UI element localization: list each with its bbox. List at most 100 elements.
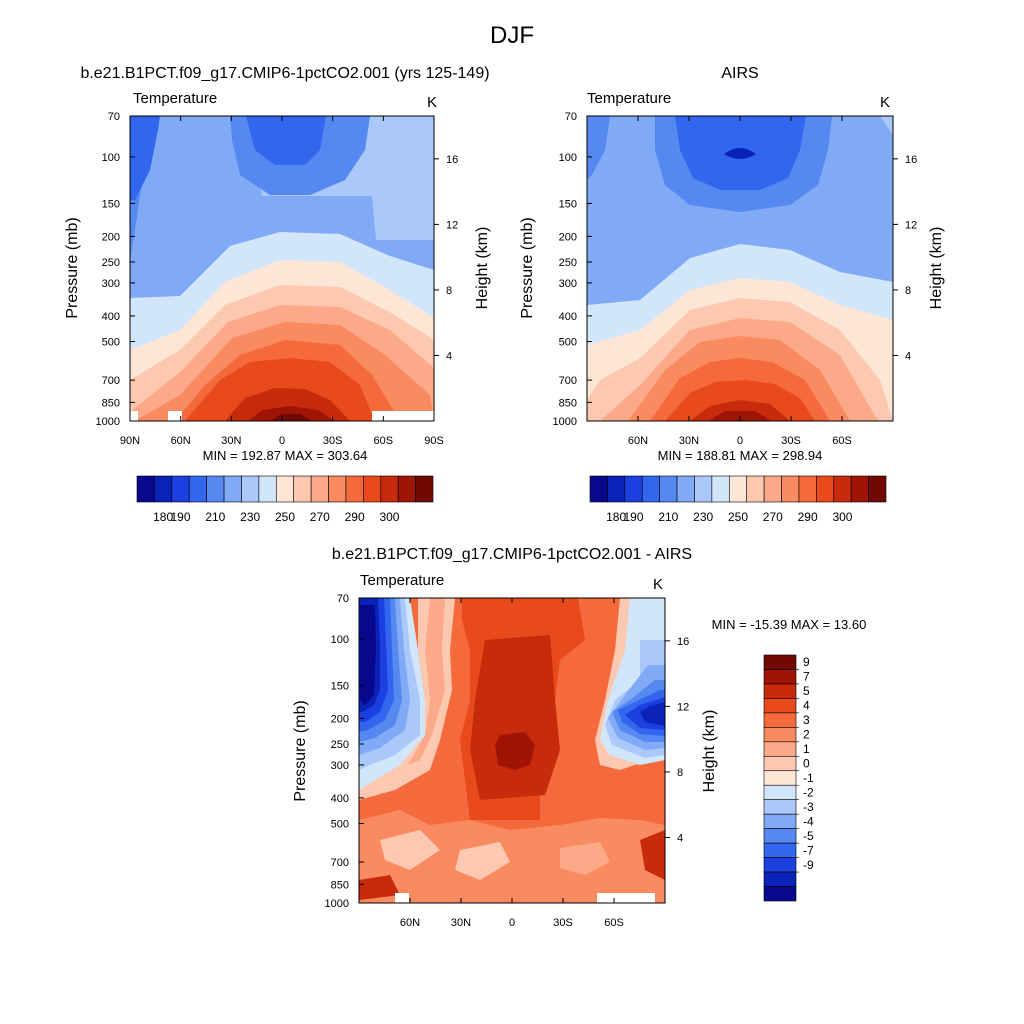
y-right-axis-label: Height (km) <box>701 710 718 793</box>
y-right-tick-label: 8 <box>677 767 683 779</box>
y-tick-label: 1000 <box>553 416 577 428</box>
y-tick-label: 500 <box>559 337 577 349</box>
y-tick-label: 200 <box>559 231 577 243</box>
colorbar-label: 7 <box>803 670 810 684</box>
y-tick-label: 250 <box>331 739 349 751</box>
y-tick-label: 70 <box>108 111 120 123</box>
colorbar-swatch <box>310 475 329 503</box>
axes: 70 100 150 200 250 300 400 500 700 850 1000 16 12 8 4 9… <box>96 111 459 447</box>
colorbar-label: 0 <box>803 757 810 771</box>
colorbar-swatch <box>711 475 730 503</box>
colorbar-label: 210 <box>658 510 678 524</box>
colorbar-swatch <box>763 741 797 757</box>
colorbar-swatch <box>763 727 797 743</box>
colorbar-label: 5 <box>803 684 810 698</box>
y-tick-label: 70 <box>565 111 577 123</box>
y-axis-label: Pressure (mb) <box>519 217 536 318</box>
y-tick-label: 700 <box>331 857 349 869</box>
colorbar-label: 300 <box>832 510 852 524</box>
x-tick-label: 30N <box>451 917 471 929</box>
colorbar-swatch <box>868 475 887 503</box>
y-tick-label: 1000 <box>96 416 120 428</box>
colorbar-label: -4 <box>803 814 814 828</box>
colorbar-label: -1 <box>803 771 814 785</box>
y-tick-label: 200 <box>331 713 349 725</box>
axes: 70 100 150 200 250 300 400 500 700 850 1000 16 12 8 4 6… <box>553 111 918 447</box>
colorbar-label: 290 <box>798 510 818 524</box>
y-tick-label: 1000 <box>325 898 349 910</box>
colorbar-swatch <box>223 475 242 503</box>
min-max-text: MIN = 188.81 MAX = 298.94 <box>658 448 823 463</box>
units-label: K <box>653 576 663 593</box>
figure-title: DJF <box>490 22 534 49</box>
y-right-tick-label: 4 <box>677 832 683 844</box>
y-tick-label: 850 <box>559 397 577 409</box>
colorbar-swatch <box>275 475 295 503</box>
x-tick-label: 0 <box>509 917 515 929</box>
min-max-text: MIN = 192.87 MAX = 303.64 <box>203 448 368 463</box>
contour-field <box>359 598 665 903</box>
y-right-axis-label: Height (km) <box>928 227 945 310</box>
x-tick-label: 60S <box>604 917 624 929</box>
y-right-tick-label: 8 <box>905 285 911 297</box>
x-tick-label: 30S <box>323 435 343 447</box>
variable-label: Temperature <box>360 572 444 589</box>
colorbar-swatch <box>206 475 225 503</box>
x-tick-label: 60S <box>374 435 394 447</box>
colorbar-swatch <box>763 683 797 699</box>
y-tick-label: 700 <box>102 375 120 387</box>
colorbar-label: -3 <box>803 800 814 814</box>
colorbar-swatch <box>763 475 782 503</box>
y-right-tick-label: 12 <box>446 219 458 231</box>
units-label: K <box>880 94 890 111</box>
units-label: K <box>427 94 437 111</box>
y-axis-label: Pressure (mb) <box>64 217 81 318</box>
colorbar-swatch <box>241 475 260 503</box>
colorbar-swatch <box>763 799 797 815</box>
y-tick-label: 150 <box>559 198 577 210</box>
colorbar-label: 9 <box>803 655 810 669</box>
y-tick-label: 100 <box>331 634 349 646</box>
colorbar-swatch <box>154 475 173 503</box>
x-tick-label: 0 <box>279 435 285 447</box>
y-tick-label: 500 <box>331 819 349 831</box>
y-tick-label: 400 <box>559 311 577 323</box>
x-tick-label: 60S <box>832 435 852 447</box>
y-tick-label: 70 <box>337 593 349 605</box>
colorbar-label: 180 <box>153 510 173 524</box>
panel-title: b.e21.B1PCT.f09_g17.CMIP6-1pctCO2.001 (y… <box>80 65 489 82</box>
colorbar-label: 270 <box>310 510 330 524</box>
x-tick-label: 90N <box>120 435 140 447</box>
x-tick-label: 60N <box>171 435 191 447</box>
colorbar-swatch <box>624 475 643 503</box>
colorbar-swatch <box>188 475 207 503</box>
y-tick-label: 100 <box>102 152 120 164</box>
panel-difference: b.e21.B1PCT.f09_g17.CMIP6-1pctCO2.001 - … <box>292 546 866 929</box>
y-right-tick-label: 16 <box>677 636 689 648</box>
y-right-tick-label: 12 <box>677 701 689 713</box>
y-tick-label: 150 <box>331 680 349 692</box>
contour-field <box>587 116 893 421</box>
colorbar-label: 4 <box>803 699 810 713</box>
colorbar-swatch <box>136 475 155 503</box>
x-tick-label: 60N <box>628 435 648 447</box>
y-tick-label: 700 <box>559 375 577 387</box>
colorbar-label: 300 <box>379 510 399 524</box>
colorbar-label: 190 <box>624 510 644 524</box>
colorbar-swatch <box>763 654 797 670</box>
colorbar-swatch <box>763 857 797 873</box>
colorbar-swatch <box>589 475 608 503</box>
y-tick-label: 300 <box>331 760 349 772</box>
colorbar-swatch <box>293 475 312 503</box>
y-right-tick-label: 4 <box>905 350 911 362</box>
y-right-tick-label: 8 <box>446 285 452 297</box>
colorbar-swatch <box>728 475 748 503</box>
x-tick-label: 30S <box>781 435 801 447</box>
colorbar-swatch <box>763 886 797 902</box>
colorbar-swatch <box>659 475 678 503</box>
colorbar-swatch <box>345 475 364 503</box>
colorbar-label: -9 <box>803 858 814 872</box>
